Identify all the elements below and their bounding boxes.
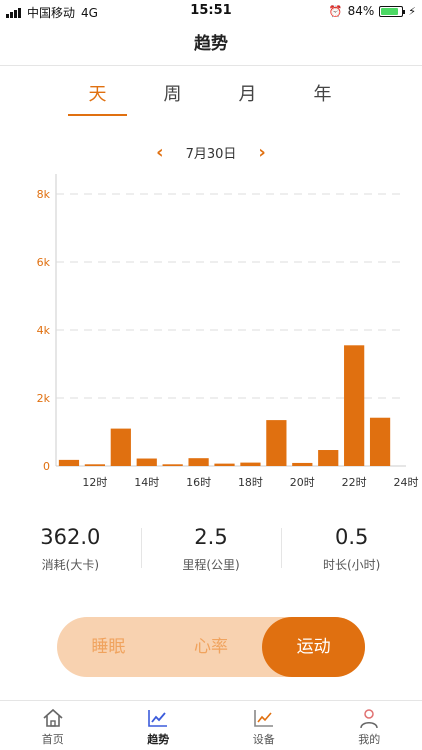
network-label: 4G [81, 5, 98, 20]
y-tick-label: 8k [37, 188, 51, 201]
stat-distance: 2.5 里程(公里) [140, 522, 282, 582]
page-title: 趋势 [0, 22, 422, 66]
status-bar: 中国移动 4G 15:51 ⏰ 84% ⚡ [0, 0, 422, 22]
nav-trend[interactable]: 趋势 [106, 701, 212, 750]
segment-heart-rate[interactable]: 心率 [194, 637, 228, 657]
home-icon [0, 707, 106, 729]
nav-trend-label: 趋势 [147, 733, 170, 746]
stat-duration-label: 时长(小时) [322, 558, 381, 572]
x-tick-label: 18时 [238, 476, 263, 489]
tab-week[interactable]: 周 [163, 84, 182, 105]
battery-icon [379, 5, 406, 17]
bar [344, 345, 365, 466]
bar [84, 464, 105, 466]
current-date: 7月30日 [185, 146, 237, 162]
next-date-button[interactable]: › [258, 141, 266, 163]
bottom-nav: 首页 趋势 设备 我的 [0, 700, 422, 750]
prev-date-button[interactable]: ‹ [156, 141, 164, 163]
carrier-label: 中国移动 [27, 6, 76, 20]
x-tick-label: 24时 [394, 476, 419, 489]
y-tick-label: 4k [37, 324, 51, 337]
period-tabs: 天 周 月 年 [60, 80, 360, 116]
bar [318, 450, 339, 466]
stat-distance-value: 2.5 [194, 525, 228, 549]
bar [136, 458, 157, 466]
bar [240, 462, 261, 466]
nav-profile[interactable]: 我的 [317, 701, 422, 750]
trend-icon [106, 707, 212, 729]
x-tick-label: 22时 [342, 476, 367, 489]
bar [162, 464, 183, 466]
signal-icon [6, 7, 21, 18]
x-tick-label: 20时 [290, 476, 315, 489]
profile-icon [317, 707, 422, 729]
segment-exercise[interactable]: 运动 [262, 617, 366, 677]
device-icon [211, 707, 317, 729]
y-tick-label: 2k [37, 392, 51, 405]
stat-calories-label: 消耗(大卡) [41, 558, 100, 572]
y-tick-label: 0 [43, 460, 50, 473]
stat-duration: 0.5 时长(小时) [281, 522, 422, 582]
y-tick-label: 6k [37, 256, 51, 269]
bar [110, 428, 131, 466]
alarm-icon: ⏰ [328, 4, 343, 18]
tab-year[interactable]: 年 [313, 84, 332, 105]
bar [58, 459, 80, 466]
battery-fill [381, 7, 399, 15]
bar [369, 417, 391, 466]
activity-bar-chart: 0 2k 4k 6k 8k 12时 14时 16时 18时 20时 22时 24时 [0, 170, 422, 500]
nav-device[interactable]: 设备 [211, 701, 317, 750]
battery-percent: 84% [347, 4, 375, 18]
stat-duration-value: 0.5 [334, 525, 369, 549]
nav-profile-label: 我的 [358, 733, 381, 746]
segment-sleep[interactable]: 睡眠 [91, 637, 126, 657]
metric-switch: 睡眠 心率 运动 [57, 617, 366, 677]
tab-day[interactable]: 天 [60, 80, 135, 116]
nav-device-label: 设备 [252, 733, 275, 746]
bar [292, 462, 313, 466]
date-nav: ‹ 7月30日 › [0, 140, 422, 164]
charging-icon: ⚡ [408, 4, 416, 18]
stat-calories: 362.0 消耗(大卡) [0, 522, 141, 582]
nav-home[interactable]: 首页 [0, 701, 106, 750]
bar [266, 420, 287, 466]
bar [188, 458, 209, 466]
stat-calories-value: 362.0 [40, 525, 101, 549]
stat-distance-label: 里程(公里) [182, 558, 240, 572]
x-tick-label: 14时 [134, 476, 159, 489]
nav-home-label: 首页 [41, 733, 64, 746]
tab-month[interactable]: 月 [238, 84, 257, 105]
x-tick-label: 12时 [82, 476, 107, 489]
stats-summary: 362.0 消耗(大卡) 2.5 里程(公里) 0.5 时长(小时) [0, 522, 422, 582]
status-time: 15:51 [190, 3, 232, 18]
bar [214, 463, 235, 466]
x-tick-label: 16时 [186, 476, 211, 489]
